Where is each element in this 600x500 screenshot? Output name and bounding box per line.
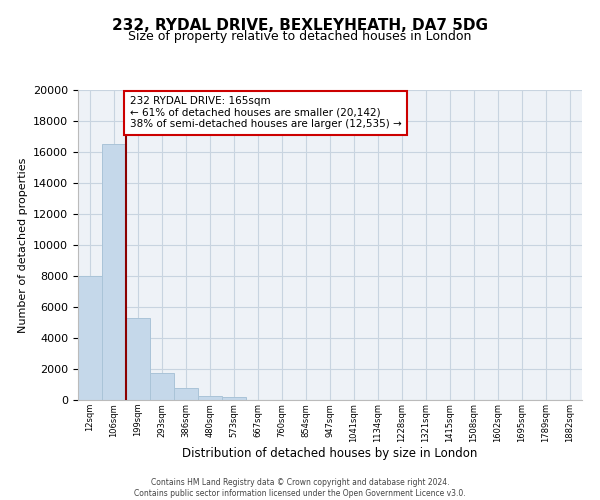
Bar: [222, 397, 246, 400]
Text: Size of property relative to detached houses in London: Size of property relative to detached ho…: [128, 30, 472, 43]
Y-axis label: Number of detached properties: Number of detached properties: [17, 158, 28, 332]
Text: 232, RYDAL DRIVE, BEXLEYHEATH, DA7 5DG: 232, RYDAL DRIVE, BEXLEYHEATH, DA7 5DG: [112, 18, 488, 32]
Bar: [174, 388, 198, 400]
Bar: [102, 144, 126, 400]
Bar: [78, 276, 102, 400]
Bar: [126, 318, 150, 400]
Text: 232 RYDAL DRIVE: 165sqm
← 61% of detached houses are smaller (20,142)
38% of sem: 232 RYDAL DRIVE: 165sqm ← 61% of detache…: [130, 96, 401, 130]
Text: Contains HM Land Registry data © Crown copyright and database right 2024.
Contai: Contains HM Land Registry data © Crown c…: [134, 478, 466, 498]
X-axis label: Distribution of detached houses by size in London: Distribution of detached houses by size …: [182, 448, 478, 460]
Bar: [150, 373, 174, 400]
Bar: [198, 396, 222, 400]
